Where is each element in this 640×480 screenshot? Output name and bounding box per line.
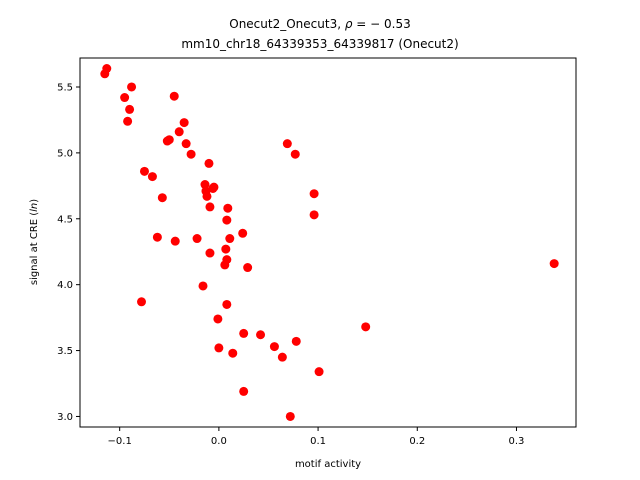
data-point	[192, 234, 202, 244]
data-point	[200, 180, 210, 190]
data-point	[309, 210, 319, 220]
data-point	[139, 166, 149, 176]
data-point	[223, 203, 233, 213]
data-point	[361, 322, 371, 332]
x-tick-label: 0.0	[211, 436, 227, 447]
data-points	[100, 64, 559, 421]
data-point	[123, 116, 133, 126]
data-point	[277, 352, 287, 362]
data-point	[238, 228, 248, 238]
data-point	[291, 336, 301, 346]
data-point	[222, 215, 232, 225]
data-point	[269, 342, 279, 352]
data-point	[214, 343, 224, 353]
plot-area: −0.1 0.0 0.1 0.2 0.3 3.0 3.5 4.0 4.5 5.0 5.5	[57, 57, 577, 447]
data-point	[290, 149, 300, 159]
y-tick-label: 3.5	[57, 346, 73, 357]
data-point	[239, 386, 249, 396]
data-point	[179, 118, 189, 128]
data-point	[170, 236, 180, 246]
data-point	[169, 91, 179, 101]
data-point	[174, 127, 184, 137]
y-axis-label: signal at CRE (ln)	[29, 199, 40, 285]
data-point	[243, 263, 253, 273]
x-tick-label: −0.1	[108, 436, 132, 447]
data-point	[181, 139, 191, 149]
x-tick-label: 0.1	[310, 436, 326, 447]
data-point	[285, 411, 295, 421]
data-point	[202, 191, 212, 201]
x-tick-label: 0.2	[409, 436, 425, 447]
data-point	[282, 139, 292, 149]
data-point	[205, 248, 215, 258]
data-point	[125, 104, 135, 114]
data-point	[220, 260, 230, 270]
y-tick-label: 3.0	[57, 412, 73, 423]
y-tick-label: 4.5	[57, 214, 73, 225]
x-axis-label: motif activity	[295, 459, 361, 470]
data-point	[314, 367, 324, 377]
data-point	[137, 297, 146, 307]
data-point	[147, 172, 157, 182]
y-tick-label: 4.0	[57, 280, 73, 291]
data-point	[309, 189, 319, 199]
data-point	[213, 314, 223, 324]
chart-title-line2: mm10_chr18_64339353_64339817 (Onecut2)	[181, 37, 458, 51]
data-point	[228, 348, 238, 358]
data-point	[157, 193, 167, 203]
chart-title-line1: Onecut2_Onecut3, ρ = − 0.53	[229, 17, 411, 31]
y-tick-label: 5.0	[57, 148, 73, 159]
data-point	[239, 328, 249, 338]
data-point	[102, 64, 112, 74]
axes-frame	[79, 57, 577, 428]
data-point	[225, 234, 235, 244]
data-point	[162, 136, 172, 146]
data-point	[208, 183, 218, 193]
data-point	[549, 259, 559, 269]
data-point	[198, 281, 208, 291]
y-tick-label: 5.5	[57, 82, 73, 93]
data-point	[205, 202, 215, 212]
x-tick-label: 0.3	[509, 436, 525, 447]
data-point	[120, 93, 130, 103]
data-point	[152, 232, 162, 242]
data-point	[256, 330, 266, 340]
data-point	[127, 82, 137, 92]
data-point	[222, 299, 232, 309]
x-axis-ticks: −0.1 0.0 0.1 0.2 0.3	[108, 427, 525, 447]
data-point	[204, 158, 214, 168]
data-point	[221, 244, 231, 254]
data-point	[186, 149, 196, 159]
y-axis-ticks: 3.0 3.5 4.0 4.5 5.0 5.5	[57, 82, 80, 423]
